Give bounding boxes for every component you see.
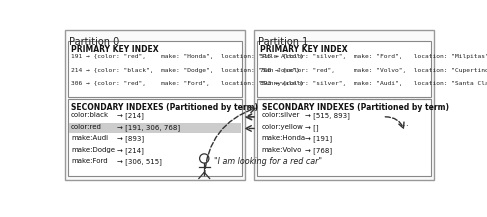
Text: 768 → {color: "red",     make: "Volvo",  location: "Cupertino"}: 768 → {color: "red", make: "Volvo", loca… [260,68,487,73]
Text: 515 → {color: "silver",  make: "Ford",   location: "Milpitas"}: 515 → {color: "silver", make: "Ford", lo… [260,54,487,59]
Text: color:red: color:red [71,124,102,130]
Text: "I am looking for a red car": "I am looking for a red car" [214,157,321,166]
Text: 214 → {color: "black",  make: "Dodge",  location: "San Jose"}: 214 → {color: "black", make: "Dodge", lo… [71,68,300,73]
Text: 893 → {color: "silver",  make: "Audi",   location: "Santa Clara"}: 893 → {color: "silver", make: "Audi", lo… [260,81,487,87]
Text: → [214]: → [214] [117,112,144,119]
Bar [68,99,242,176]
Text: → [893]: → [893] [117,135,145,142]
Text: → [306, 515]: → [306, 515] [117,158,162,165]
Text: ...: ... [400,118,411,128]
Text: make:Audi: make:Audi [71,135,108,141]
Text: color:yellow: color:yellow [262,124,303,130]
Text: color:silver: color:silver [262,112,300,118]
Text: → [768]: → [768] [305,147,332,154]
Text: Partition 1: Partition 1 [258,37,308,47]
Bar [257,41,431,97]
Text: PRIMARY KEY INDEX: PRIMARY KEY INDEX [260,45,348,54]
Text: → [214]: → [214] [117,147,144,154]
Bar [254,30,434,180]
Bar [65,30,245,180]
Bar [257,99,431,176]
Text: → []: → [] [305,124,318,131]
Text: → [191]: → [191] [305,135,332,142]
Text: make:Volvo: make:Volvo [262,147,302,153]
Text: color:black: color:black [71,112,109,118]
Text: → [191, 306, 768]: → [191, 306, 768] [117,124,181,131]
Text: → [515, 893]: → [515, 893] [305,112,350,119]
Text: PRIMARY KEY INDEX: PRIMARY KEY INDEX [71,45,159,54]
Text: 306 → {color: "red",    make: "Ford",   location: "Sunnyvale"}: 306 → {color: "red", make: "Ford", locat… [71,81,303,87]
Text: Partition 0: Partition 0 [69,37,119,47]
Text: SECONDARY INDEXES (Partitioned by term): SECONDARY INDEXES (Partitioned by term) [71,103,258,112]
Bar [68,41,242,97]
Bar [69,123,242,133]
Text: make:Dodge: make:Dodge [71,147,115,153]
Text: make:Ford: make:Ford [71,158,108,164]
Text: 191 → {color: "red",    make: "Honda",  location: "Palo Alto"}: 191 → {color: "red", make: "Honda", loca… [71,54,303,59]
Text: SECONDARY INDEXES (Partitioned by term): SECONDARY INDEXES (Partitioned by term) [262,103,449,112]
Text: make:Honda: make:Honda [262,135,306,141]
